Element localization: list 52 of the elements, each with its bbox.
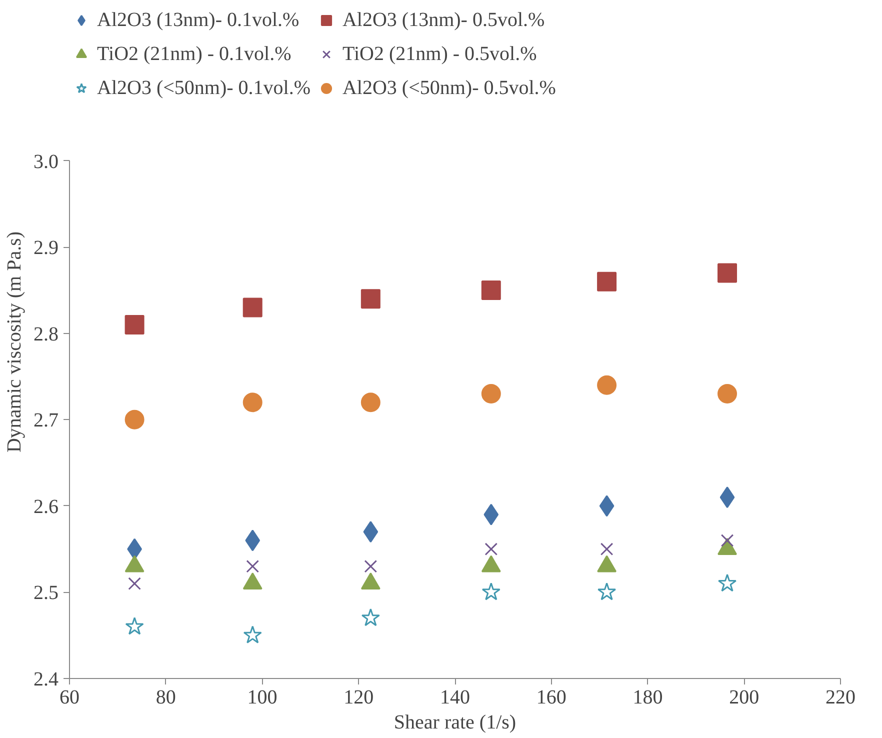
point (718, 574, 737, 592)
point (246, 560, 260, 573)
y-tick-label: 2.8 (34, 323, 58, 346)
point (599, 495, 614, 517)
point (597, 375, 617, 395)
point (360, 392, 380, 412)
point (361, 608, 380, 626)
x-tick-label: 120 (344, 686, 374, 708)
point (481, 384, 501, 404)
x-tick-label: 160 (536, 686, 566, 708)
point (243, 626, 262, 644)
point (482, 582, 500, 600)
x-tick-label: 60 (60, 686, 80, 708)
point (484, 542, 498, 556)
point (597, 582, 616, 600)
x-tick-label: 100 (247, 686, 278, 708)
x-tick-label: 220 (826, 686, 856, 708)
point (481, 280, 501, 300)
point (124, 314, 144, 334)
point (363, 521, 378, 543)
x-tick-label: 80 (156, 686, 176, 708)
x-tick-label: 180 (632, 686, 663, 708)
y-tick-label: 2.6 (34, 496, 58, 518)
point (242, 298, 262, 318)
y-tick-label: 2.9 (34, 237, 58, 260)
point (124, 410, 144, 430)
y-axis-title: Dynamic viscosity (m Pa.s) (4, 231, 26, 453)
y-tick-label: 2.4 (34, 668, 58, 690)
point (718, 263, 738, 283)
legend-label: Al2O3 (13nm)- 0.5vol.% (342, 8, 545, 32)
point (242, 392, 262, 412)
y-tick-label: 2.7 (34, 410, 58, 432)
y-tick-label: 3.0 (34, 150, 58, 173)
x-tick-label: 200 (729, 686, 760, 708)
point (245, 530, 260, 552)
x-tick-label: 140 (440, 686, 470, 708)
x-axis-title: Shear rate (1/s) (394, 712, 516, 734)
point (364, 560, 378, 573)
point (125, 616, 144, 635)
legend-label: Al2O3 (<50nm)- 0.5vol.% (342, 76, 556, 100)
point (484, 504, 499, 526)
point (128, 577, 141, 590)
point (718, 384, 738, 404)
point (600, 542, 614, 556)
legend-label: TiO2 (21nm) - 0.1vol.% (97, 42, 292, 66)
legend-label: Al2O3 (<50nm)- 0.1vol.% (97, 76, 310, 100)
y-tick-label: 2.5 (34, 582, 58, 604)
legend-label: Al2O3 (13nm)- 0.1vol.% (97, 8, 300, 32)
point (597, 272, 617, 292)
point (360, 289, 380, 309)
point (720, 486, 735, 508)
legend-label: TiO2 (21nm) - 0.5vol.% (342, 42, 537, 66)
